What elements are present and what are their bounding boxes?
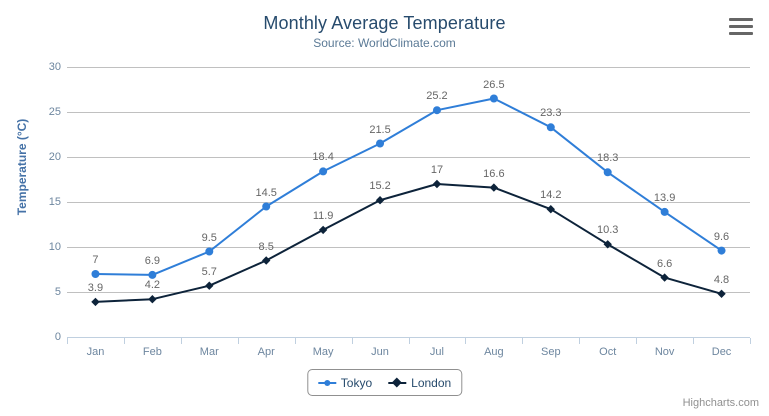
data-point-label: 13.9 [653, 191, 676, 204]
x-axis-tick [180, 338, 182, 344]
x-axis-tick-label: Aug [484, 346, 504, 358]
y-axis-tick-label: 20 [48, 151, 61, 163]
data-point-label: 8.5 [258, 240, 274, 253]
x-axis-tick-label: Dec [711, 346, 732, 358]
x-axis-tick [67, 338, 68, 344]
data-point-label: 17 [430, 164, 444, 176]
x-axis-tick-label: Mar [199, 346, 219, 358]
y-axis-tick-label: 15 [48, 196, 61, 208]
gridline [67, 67, 750, 68]
x-axis-tick-label: May [312, 346, 334, 358]
data-point-label: 11.9 [312, 209, 334, 222]
data-point-label: 23.3 [540, 107, 562, 120]
chart-title: Monthly Average Temperature [263, 13, 506, 33]
gridline [67, 202, 750, 203]
gridline [67, 112, 750, 113]
data-point-label: 14.2 [540, 189, 562, 202]
data-point-label: 16.6 [483, 167, 505, 180]
data-point-label: 7 [92, 254, 99, 266]
x-axis-tick [522, 338, 524, 344]
y-axis-labels: 0 5 10 15 20 25 30 [15, 61, 61, 343]
data-point-label: 6.6 [656, 257, 673, 270]
x-axis-tick-label: Jan [86, 346, 105, 358]
gridline [67, 157, 750, 158]
x-axis-tick [579, 338, 581, 344]
x-axis-tick [693, 338, 695, 344]
y-axis-tick-label: 25 [48, 106, 61, 118]
gridline [67, 292, 750, 293]
x-axis-tick [351, 338, 353, 344]
data-point-label: 4.2 [144, 279, 161, 292]
menu-bar-1 [729, 18, 753, 21]
x-axis-tick-label: Nov [654, 346, 675, 358]
legend-item-london[interactable]: London [388, 376, 451, 390]
data-point-label: 9.6 [713, 230, 730, 243]
context-menu-icon[interactable] [729, 16, 753, 38]
data-point-label: 6.9 [144, 254, 161, 267]
data-point-label: 25.2 [426, 90, 448, 103]
plot-area [67, 67, 750, 338]
chart-subtitle: Source: WorldClimate.com [313, 36, 456, 50]
data-point-label: 14.5 [255, 186, 277, 199]
x-axis-tick [123, 338, 125, 344]
x-axis-tick [408, 338, 410, 344]
x-axis-tick-label: Apr [257, 346, 275, 358]
x-axis-tick-label: Feb [142, 346, 162, 358]
legend-marker-diamond-icon [388, 377, 407, 389]
data-point-label: 26.5 [483, 78, 505, 91]
x-axis-tick [237, 338, 239, 344]
credits-link[interactable]: Highcharts.com [682, 397, 759, 409]
legend-item-tokyo[interactable]: Tokyo [317, 375, 373, 390]
legend-label-tokyo: Tokyo [340, 375, 373, 390]
data-point-label: 18.4 [312, 151, 334, 164]
x-axis-line [67, 337, 750, 338]
data-point-label: 18.3 [596, 152, 619, 165]
legend-marker-circle-icon [317, 377, 336, 389]
data-point-label: 4.8 [713, 273, 730, 286]
x-axis-tick [294, 338, 296, 344]
x-axis-tick-label: Jun [371, 346, 389, 358]
x-axis-tick-label: Jul [429, 346, 444, 358]
y-axis-tick-label: 0 [54, 331, 61, 343]
x-axis-tick [636, 338, 638, 344]
x-axis-tick [465, 338, 467, 344]
x-axis-tick [750, 338, 751, 344]
data-point-label: 9.5 [201, 231, 217, 244]
data-point-label: 21.5 [369, 123, 391, 136]
y-axis-tick-label: 30 [48, 61, 61, 73]
menu-bar-2 [729, 25, 753, 28]
x-axis-tick-label: Oct [599, 346, 617, 358]
legend-label-london: London [411, 375, 452, 390]
y-axis-tick-label: 10 [48, 241, 61, 253]
data-point-label: 15.2 [369, 180, 391, 193]
y-axis-tick-label: 5 [54, 286, 61, 298]
data-point-label: 3.9 [87, 281, 104, 294]
gridline [67, 247, 750, 248]
menu-bar-3 [729, 32, 753, 35]
data-point-label: 10.3 [596, 224, 619, 237]
data-point-label: 5.7 [201, 265, 217, 278]
chart-legend: Tokyo London [306, 369, 463, 396]
x-axis-tick-label: Sep [540, 346, 561, 358]
